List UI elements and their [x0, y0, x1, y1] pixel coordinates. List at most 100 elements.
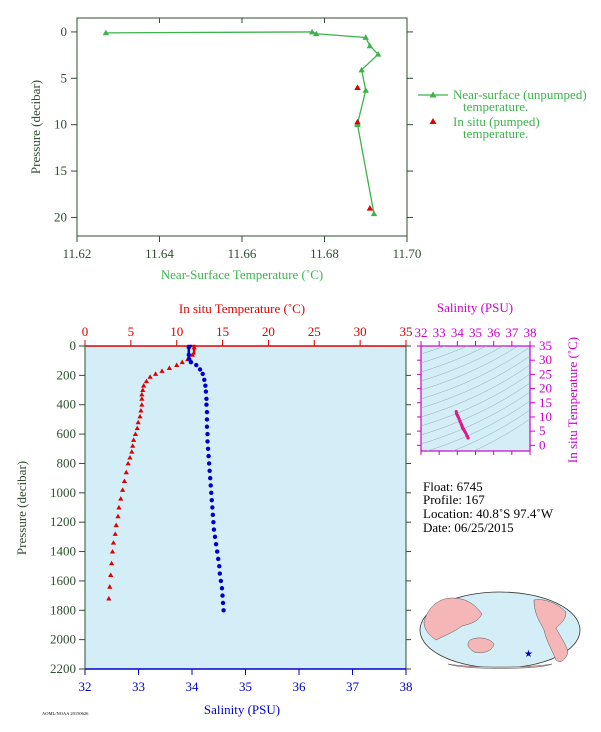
temperature-point: [134, 425, 140, 431]
map-land-americas: [533, 599, 569, 662]
ts-point: [466, 436, 470, 440]
temperature-point: [108, 560, 115, 566]
legend-label-unpumped: Near-surface (unpumped) temperature.: [453, 87, 590, 114]
ts-x-tick-label: 37: [505, 325, 519, 340]
salinity-point: [205, 431, 210, 437]
profile-number: Profile: 167: [423, 492, 485, 507]
unpumped-point: [362, 34, 369, 40]
density-contour: [421, 346, 504, 382]
salinity-tick-label: 34: [186, 679, 200, 694]
density-contour: [452, 409, 530, 451]
profile-series: [106, 344, 226, 613]
temperature-point: [107, 584, 113, 589]
temperature-point: [166, 365, 172, 370]
temperature-point: [189, 352, 195, 357]
top-y-ticks: 0 5 10 15 20: [54, 24, 413, 224]
density-contour: [421, 346, 487, 373]
density-contour: [473, 418, 530, 451]
unpumped-point: [313, 30, 320, 37]
salinity-point: [204, 402, 209, 407]
salinity-point: [214, 549, 220, 554]
pressure-tick-label: 1000: [50, 485, 76, 500]
temperature-point: [121, 478, 128, 484]
temperature-point: [116, 504, 122, 510]
density-contour: [421, 364, 530, 418]
profile-y-axis-label: Pressure (decibar): [14, 461, 29, 555]
top-x-tick-label: 11.62: [63, 246, 92, 261]
unpumped-point: [374, 50, 382, 57]
temperature-point: [129, 449, 135, 454]
salinity-point: [221, 608, 226, 613]
top-x-ticks: 11.62 11.64 11.66 11.68 11.70: [63, 18, 422, 261]
ts-x-tick-label: 38: [524, 325, 537, 340]
ts-y-tick-label: 20: [539, 381, 552, 396]
salinity-tick-label: 32: [79, 679, 92, 694]
world-map: ★: [419, 591, 581, 669]
map-land-australia: [467, 637, 495, 653]
temperature-point: [118, 496, 124, 501]
ts-y-tick-label: 0: [539, 437, 546, 452]
pressure-tick-label: 800: [57, 455, 77, 470]
temp-tick-label: 20: [262, 324, 275, 339]
salinity-point: [217, 571, 223, 576]
salinity-tick-label: 38: [400, 679, 413, 694]
legend-marker-pumped: [429, 118, 437, 124]
salinity-point: [220, 600, 226, 606]
temperature-point: [113, 522, 119, 528]
temperature-point: [138, 408, 144, 413]
map-land-antarctica: [447, 663, 553, 669]
salinity-point: [210, 505, 215, 510]
density-contour: [421, 391, 530, 445]
temperature-point: [132, 431, 139, 437]
temperature-point: [139, 391, 145, 397]
density-contours: [421, 346, 530, 451]
top-x-tick-label: 11.70: [393, 246, 422, 261]
density-contour: [426, 400, 530, 451]
top-x-tick-label: 11.68: [310, 246, 339, 261]
pressure-tick-label: 2200: [50, 661, 76, 676]
pressure-tick-label: 400: [57, 397, 77, 412]
salinity-point: [202, 377, 207, 382]
unpumped-point: [366, 42, 374, 49]
profile-plot-frame: [84, 345, 407, 670]
footer-credit: AOML/NOAA 20150626: [42, 711, 89, 716]
ts-series: [454, 409, 470, 440]
salinity-point: [194, 362, 199, 368]
salinity-point: [220, 593, 225, 598]
salinity-point: [206, 461, 212, 466]
pressure-ticks: 0 200 400 600 800 1000 1200 1400 1600 1800 2000 220…: [50, 338, 411, 676]
profile-chart: 0 5 10 15 20 25 30 35 32 33 34 35 36 37 38 0 200 400 600…: [14, 301, 413, 717]
salinity-point: [211, 527, 217, 532]
pressure-tick-label: 2000: [50, 632, 76, 647]
salinity-tick-label: 37: [346, 679, 360, 694]
salinity-point: [209, 490, 214, 496]
float-info: Float: 6745 Profile: 167 Location: 40.8˚…: [423, 479, 554, 535]
temperature-point: [123, 469, 129, 475]
top-series: [102, 28, 382, 217]
ts-plot-frame: [420, 345, 531, 452]
salinity-point: [218, 578, 224, 584]
unpumped-point: [362, 87, 369, 93]
ts-y-tick-label: 10: [539, 409, 552, 424]
temperature-axis-label: In situ Temperature (˚C): [179, 301, 305, 316]
near-surface-temperature-chart: 11.62 11.64 11.66 11.68 11.70 0 5 10 15 20 Near-…: [28, 17, 590, 282]
temp-tick-label: 10: [170, 324, 183, 339]
ts-x-tick-label: 35: [469, 325, 482, 340]
density-contour: [421, 373, 530, 427]
temperature-point: [135, 419, 141, 425]
temperature-point: [120, 487, 126, 492]
salinity-point: [203, 389, 209, 394]
salinity-tick-label: 35: [239, 679, 252, 694]
top-legend: Near-surface (unpumped) temperature. In …: [418, 87, 590, 141]
pumped-point: [354, 118, 361, 125]
pressure-tick-label: 600: [57, 426, 77, 441]
ts-y-tick-label: 25: [539, 366, 552, 381]
temperature-ticks: 0 5 10 15 20 25 30 35: [82, 324, 413, 346]
temperature-point: [139, 402, 145, 407]
salinity-point: [203, 383, 208, 388]
temperature-point: [140, 387, 146, 392]
ts-x-tick-label: 34: [451, 325, 465, 340]
ts-y-tick-label: 30: [539, 352, 552, 367]
top-y-tick-label: 10: [54, 117, 67, 132]
